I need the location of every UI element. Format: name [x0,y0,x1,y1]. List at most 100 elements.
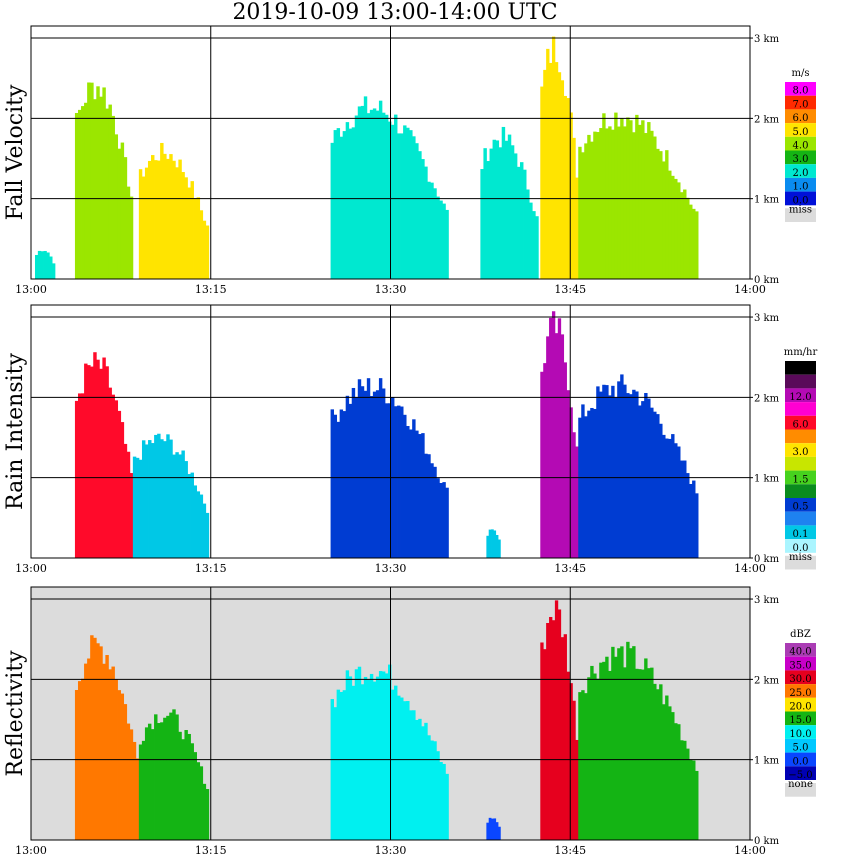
echo-column [486,535,490,558]
echo-column [77,681,82,840]
legend-swatch [785,484,816,498]
plot-frame [30,304,751,559]
echo-column [366,113,371,279]
echo-column [363,390,368,558]
echo-column [665,150,669,279]
echo-column [602,113,606,279]
x-tick-label: 13:15 [195,283,227,296]
echo-column [540,371,544,558]
echo-column [566,98,570,279]
echo-column [523,169,527,279]
echo-column [581,404,585,558]
echo-column [403,701,407,840]
echo-column [157,160,161,279]
echo-column [169,712,173,840]
echo-column [546,336,550,558]
echo-column [549,616,553,840]
echo-column [566,390,570,558]
echo-column [205,225,210,279]
echo-column [495,534,499,558]
echo-column [445,209,449,279]
echo-column [339,691,344,840]
echo-column [387,121,392,279]
echo-column [665,438,669,558]
echo-column [375,110,380,279]
echo-column [641,401,645,558]
echo-column [433,741,437,840]
echo-column [108,104,112,279]
legend-label: 6.0 [793,113,809,124]
echo-column [348,403,353,558]
echo-column [692,760,696,840]
echo-column [96,643,100,840]
echo-column [439,762,443,840]
echo-column [605,128,609,279]
echo-column [357,379,362,558]
echo-column [84,663,88,840]
echo-column [169,439,173,558]
echo-column [560,637,565,840]
echo-column [138,169,143,279]
echo-column [34,254,39,279]
echo-column [391,689,395,840]
echo-column [656,689,660,840]
echo-column [611,385,615,558]
echo-column [560,80,565,279]
echo-column [493,818,497,840]
legend-missing-swatch [785,783,816,797]
echo-column [351,387,356,558]
echo-column [439,200,443,279]
echo-column [569,407,573,558]
echo-column [111,394,115,558]
echo-column [520,162,524,279]
echo-column [689,483,693,558]
echo-column [488,817,492,840]
echo-column [442,763,446,840]
echo-column [172,160,176,279]
legend-label: 3.0 [793,154,809,165]
echo-column [551,36,556,279]
echo-column [671,434,675,558]
echo-column [154,714,158,840]
echo-column [569,683,573,840]
echo-column [199,766,204,840]
legend-missing-label: none [788,779,813,790]
echo-column [93,637,97,840]
echo-column [644,658,648,840]
echo-column [163,153,167,279]
echo-column [421,159,425,279]
echo-column [90,635,94,840]
echo-column [578,146,582,279]
echo-column [199,210,204,279]
echo-column [330,699,334,840]
echo-column [105,108,109,279]
y-tick-label: 3 km [754,34,780,45]
legend-unit: dBZ [790,629,811,640]
legend-label: 0.0 [793,756,809,767]
legend-swatch [785,429,816,444]
legend-label: 1.5 [793,474,809,485]
echo-column [540,642,544,840]
legend-swatch [785,511,816,526]
echo-column [141,440,146,558]
y-tick-label: 3 km [754,595,780,606]
legend-label: 2.0 [793,168,809,179]
echo-column [433,466,437,558]
echo-column [659,684,663,840]
echo-column [108,669,112,840]
echo-column [175,167,179,279]
echo-column [593,131,597,279]
echo-column [87,365,91,558]
echo-column [430,740,434,840]
echo-column [151,155,155,279]
echo-column [686,473,690,558]
echo-column [489,148,493,279]
echo-column [632,646,636,840]
echo-column [135,758,140,840]
echo-column [692,208,696,279]
echo-column [333,130,338,279]
legend-missing-swatch [785,555,816,570]
echo-column [123,443,128,558]
echo-column [381,671,386,840]
